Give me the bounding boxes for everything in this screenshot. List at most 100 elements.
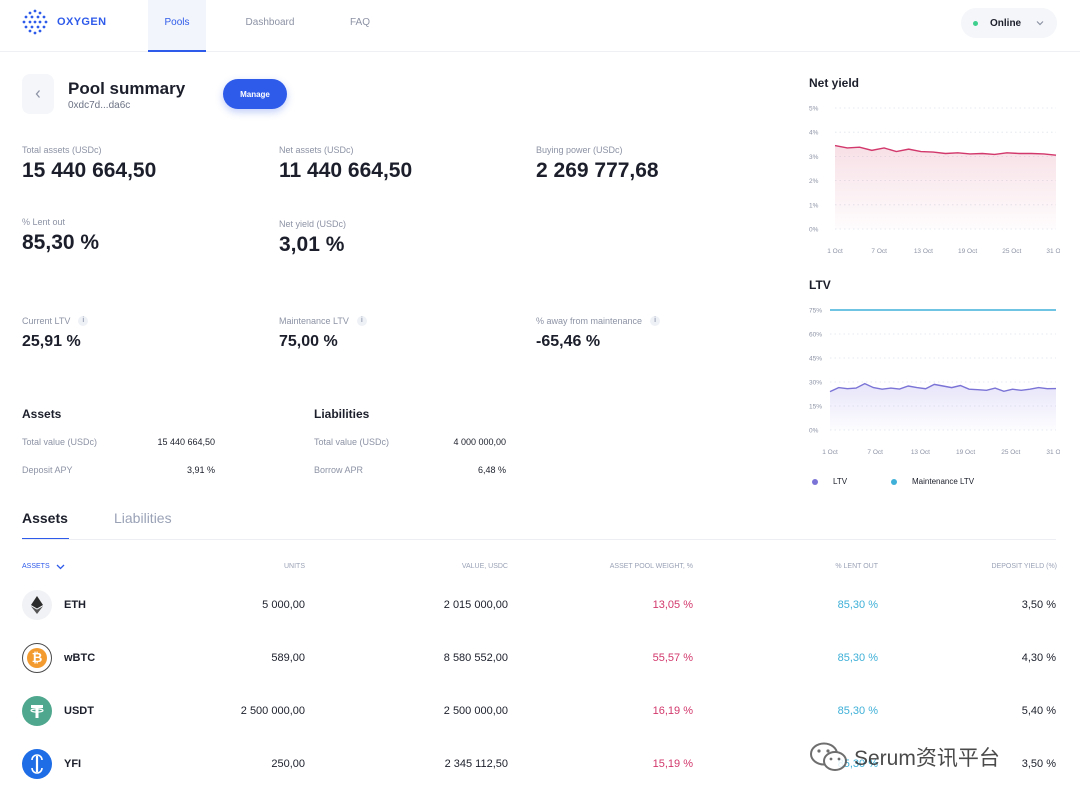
info-icon[interactable]: i — [78, 316, 89, 326]
stat-net-assets: Net assets (USDc) 11 440 664,50 — [279, 145, 412, 183]
assets-total-label: Total value (USDc) — [22, 437, 98, 447]
asset-value: 2 500 000,00 — [443, 705, 508, 717]
x-tick-label: 13 Oct — [911, 449, 930, 456]
stat-value: 3,01 % — [279, 233, 345, 256]
y-tick-label: 0% — [809, 428, 819, 435]
column-header-units[interactable]: UNITS — [284, 563, 305, 570]
stat-total-assets: Total assets (USDc) 15 440 664,50 — [22, 145, 156, 183]
stat-label: Current LTV — [22, 316, 71, 326]
nav-tab-dashboard[interactable]: Dashboard — [245, 17, 295, 28]
asset-deposit-yield: 3,50 % — [1021, 599, 1056, 611]
x-tick-label: 13 Oct — [914, 248, 933, 255]
legend-maintenance-ltv: Maintenance LTV — [891, 477, 974, 486]
column-header-value[interactable]: VALUE, USDC — [461, 563, 508, 570]
bitcoin-glyph: ₿ — [27, 648, 47, 668]
stat-current-ltv: Current LTV i 25,91 % — [22, 316, 89, 351]
stat-label: Maintenance LTV — [279, 316, 349, 326]
legend-label: Maintenance LTV — [912, 477, 975, 486]
series-line — [834, 144, 1057, 156]
x-tick-label: 7 Oct — [871, 248, 887, 255]
info-icon[interactable]: i — [650, 316, 661, 326]
y-tick-label: 3% — [809, 154, 819, 161]
brand-name: OXYGEN — [57, 16, 107, 28]
x-tick-label: 1 Oct — [827, 248, 843, 255]
asset-pool-weight: 55,57 % — [652, 652, 693, 664]
x-tick-label: 19 Oct — [956, 449, 975, 456]
y-tick-label: 30% — [809, 380, 822, 387]
asset-name: ETH — [64, 599, 86, 611]
deposit-apy-value: 3,91 % — [186, 465, 215, 475]
asset-lent-out: 85,30 % — [837, 758, 878, 770]
asset-units: 5 000,00 — [262, 599, 305, 611]
asset-lent-out: 85,30 % — [837, 705, 878, 717]
pool-address[interactable]: 0xdc7d...da6c — [68, 100, 131, 111]
asset-units: 2 500 000,00 — [240, 705, 305, 717]
nav-tab-pools[interactable]: Pools — [148, 0, 206, 52]
stat-value: 85,30 % — [22, 231, 100, 254]
asset-name: USDT — [64, 705, 94, 717]
net-yield-chart: 0% 1% 2% 3% 4% 5% 1 Oct 7 Oct 13 Oct 19 Oct 25 Oct… — [809, 106, 1060, 256]
table-row[interactable]: USDT 2 500 000,00 2 500 000,00 16,19 % 8… — [22, 696, 1056, 730]
liabilities-total-label: Total value (USDc) — [314, 437, 390, 447]
borrow-apr-label: Borrow APR — [314, 465, 364, 475]
asset-lent-out: 85,30 % — [837, 599, 878, 611]
assets-summary-title: Assets — [22, 407, 62, 421]
watermark-text: Serum资讯平台 — [854, 747, 1000, 770]
assets-total-value: 15 440 664,50 — [157, 437, 215, 447]
stat-lent-out: % Lent out 85,30 % — [22, 217, 99, 255]
column-header-deposit-yield[interactable]: DEPOSIT YIELD (%) — [991, 563, 1057, 570]
stat-label: Net yield (USDc) — [279, 219, 347, 229]
tab-assets[interactable]: Assets — [22, 510, 69, 540]
asset-value: 2 015 000,00 — [443, 599, 508, 611]
table-row[interactable]: ₿ wBTC 589,00 8 580 552,00 55,57 % 85,30… — [22, 643, 1056, 677]
stat-buying-power: Buying power (USDc) 2 269 777,68 — [536, 145, 659, 183]
x-tick-label: 25 Oct — [1002, 248, 1021, 255]
asset-name: YFI — [64, 758, 82, 770]
liabilities-total-value: 4 000 000,00 — [453, 437, 506, 447]
network-status-dropdown[interactable]: Online — [961, 8, 1057, 38]
column-header-assets[interactable]: ASSETS — [22, 563, 65, 570]
table-row[interactable]: ETH 5 000,00 2 015 000,00 13,05 % 85,30 … — [22, 590, 1056, 624]
y-tick-label: 15% — [809, 404, 822, 411]
bitcoin-icon: ₿ — [22, 643, 52, 673]
asset-deposit-yield: 5,40 % — [1021, 705, 1056, 717]
asset-deposit-yield: 3,50 % — [1021, 758, 1056, 770]
asset-deposit-yield: 4,30 % — [1021, 652, 1056, 664]
back-button[interactable] — [22, 74, 54, 114]
y-tick-label: 5% — [809, 106, 819, 113]
asset-name: wBTC — [64, 652, 96, 664]
stat-value: 25,91 % — [22, 333, 81, 350]
y-tick-label: 0% — [809, 227, 819, 234]
deposit-apy-label: Deposit APY — [22, 465, 73, 475]
info-icon[interactable]: i — [356, 316, 367, 326]
wechat-watermark-icon — [810, 742, 847, 771]
column-header-lent-out[interactable]: % LENT OUT — [835, 563, 878, 570]
y-tick-label: 60% — [809, 332, 822, 339]
series-area — [830, 383, 1056, 430]
stat-label: Total assets (USDc) — [22, 145, 102, 155]
manage-button[interactable]: Manage — [223, 79, 287, 109]
stat-value: 11 440 664,50 — [279, 159, 413, 182]
asset-pool-weight: 16,19 % — [652, 705, 693, 717]
tab-liabilities[interactable]: Liabilities — [114, 510, 172, 526]
stat-net-yield: Net yield (USDc) 3,01 % — [279, 219, 346, 257]
y-tick-label: 1% — [809, 202, 819, 209]
watermark: Serum资讯平台 — [808, 740, 1000, 774]
network-status-label: Online — [990, 17, 1022, 29]
legend-dot-icon — [891, 478, 897, 485]
stat-label: % Lent out — [22, 217, 66, 227]
yearn-icon — [22, 749, 52, 779]
page-title: Pool summary — [68, 79, 186, 98]
table-row[interactable]: YFI 250,00 2 345 112,50 15,19 % 85,30 % … — [22, 749, 1056, 783]
tabs-divider — [22, 539, 1056, 540]
stat-value: 15 440 664,50 — [22, 159, 157, 182]
nav-tab-faq[interactable]: FAQ — [349, 17, 370, 28]
oxygen-logo-icon — [22, 9, 48, 35]
stat-label: Net assets (USDc) — [279, 145, 354, 155]
brand-logo[interactable]: OXYGEN — [22, 9, 106, 35]
chevron-down-icon — [1036, 21, 1044, 26]
asset-pool-weight: 15,19 % — [652, 758, 693, 770]
stat-label: % away from maintenance — [536, 316, 643, 326]
asset-pool-weight: 13,05 % — [652, 599, 693, 611]
column-header-pool-weight[interactable]: ASSET POOL WEIGHT, % — [609, 563, 693, 570]
